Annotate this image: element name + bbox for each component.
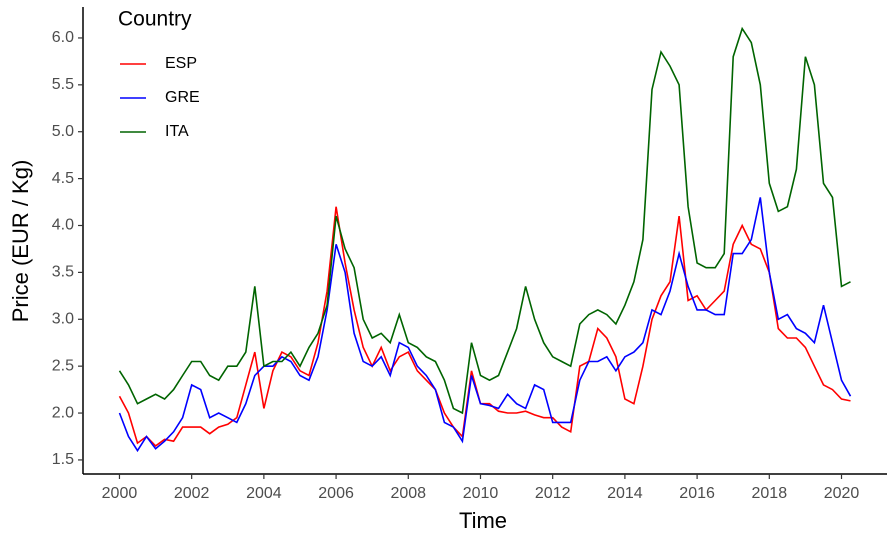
- y-tick-label: 3.0: [52, 310, 74, 327]
- x-tick-label: 2008: [390, 485, 426, 502]
- series-line: [118, 206, 851, 447]
- x-tick-label: 2014: [607, 485, 643, 502]
- x-axis-title: Time: [459, 508, 507, 533]
- y-tick-label: 2.0: [52, 404, 74, 421]
- y-tick-label: 6.0: [52, 29, 74, 46]
- x-tick-label: 2002: [174, 485, 210, 502]
- x-tick-label: 2016: [679, 485, 715, 502]
- y-tick-label: 4.5: [52, 170, 74, 187]
- legend-label: GRE: [165, 89, 200, 106]
- x-tick-label: 2000: [102, 485, 138, 502]
- y-tick-label: 2.5: [52, 357, 74, 374]
- x-tick-label: 2018: [752, 485, 788, 502]
- legend-title: Country: [118, 8, 192, 31]
- y-tick-label: 1.5: [52, 451, 74, 468]
- legend-label: ESP: [165, 55, 197, 72]
- x-tick-label: 2006: [318, 485, 354, 502]
- series-line: [118, 197, 852, 453]
- x-tick-label: 2010: [463, 485, 499, 502]
- x-tick-label: 2004: [246, 485, 282, 502]
- y-tick-label: 5.0: [52, 123, 74, 140]
- x-tick-label: 2020: [824, 485, 860, 502]
- y-tick-label: 4.0: [52, 217, 74, 234]
- series-line: [118, 26, 851, 415]
- x-tick-label: 2012: [535, 485, 571, 502]
- y-tick-label: 3.5: [52, 264, 74, 281]
- y-tick-label: 5.5: [52, 76, 74, 93]
- y-axis-title: Price (EUR / Kg): [8, 160, 33, 323]
- legend-label: ITA: [165, 123, 189, 140]
